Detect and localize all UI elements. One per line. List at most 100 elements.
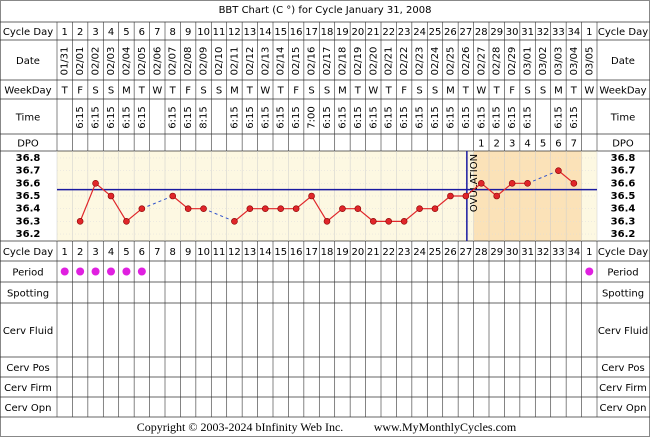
cycle-day: 30: [506, 247, 519, 258]
temp-point: [385, 218, 393, 225]
cycle-day: 10: [197, 27, 210, 38]
y-tick-label: 36.5: [611, 191, 636, 202]
cycle-day: 1: [586, 247, 592, 258]
row-label: Cycle Day: [3, 247, 53, 258]
weekday: T: [246, 86, 254, 97]
row-label: Cerv Fluid: [3, 326, 53, 337]
cycle-day: 8: [170, 27, 176, 38]
cycle-day: 29: [490, 27, 503, 38]
dpo: 7: [571, 139, 577, 150]
weekday: M: [446, 86, 455, 97]
period-dot: [137, 267, 146, 276]
temp-point: [76, 218, 84, 225]
cycle-day: 34: [567, 247, 580, 258]
copyright: Copyright © 2003-2024 bInfinity Web Inc.: [137, 420, 344, 434]
date: 02/02: [91, 47, 102, 76]
row-label: Cycle Day: [3, 27, 53, 38]
cycle-day: 15: [274, 247, 287, 258]
date: 03/03: [553, 47, 564, 76]
temp-point: [462, 192, 470, 200]
row-label: Cerv Firm: [4, 383, 52, 394]
date: 02/16: [307, 47, 318, 76]
cycle-day: 1: [586, 27, 592, 38]
weekday: T: [385, 86, 393, 97]
cycle-day: 27: [459, 247, 472, 258]
temp-point: [508, 180, 516, 187]
weekday: T: [462, 86, 470, 97]
cycle-day: 18: [321, 247, 334, 258]
weekday: T: [61, 86, 69, 97]
row-label: Cerv Pos: [601, 363, 644, 374]
cycle-day: 7: [154, 247, 160, 258]
period-dot: [122, 267, 131, 276]
weekday: T: [277, 86, 285, 97]
time: 6:15: [476, 106, 487, 128]
cycle-day: 7: [154, 27, 160, 38]
cycle-day: 29: [490, 247, 503, 258]
time: 6:15: [445, 106, 456, 128]
cycle-day: 20: [351, 27, 364, 38]
weekday: T: [493, 86, 501, 97]
cycle-day: 26: [444, 27, 457, 38]
row-label: Cerv Opn: [5, 403, 52, 414]
row-label: DPO: [17, 139, 39, 150]
cycle-day: 6: [139, 247, 145, 258]
cycle-day: 8: [170, 247, 176, 258]
time: 6:15: [168, 106, 179, 128]
date: 02/10: [214, 47, 225, 76]
temp-point: [138, 205, 146, 212]
weekday: W: [260, 86, 270, 97]
chart-title: BBT Chart (C °) for Cycle January 31, 20…: [219, 5, 432, 16]
cycle-day: 1: [62, 247, 68, 258]
cycle-day: 18: [321, 27, 334, 38]
temp-point: [416, 205, 423, 212]
temp-point: [524, 180, 531, 187]
dpo: 5: [540, 139, 546, 150]
row-label: Cycle Day: [598, 27, 648, 38]
weekday: T: [138, 86, 146, 97]
cycle-day: 12: [228, 247, 241, 258]
date: 02/11: [229, 47, 240, 76]
temp-point: [400, 218, 408, 225]
y-tick-label: 36.8: [16, 153, 41, 164]
row-label: Cerv Fluid: [598, 326, 648, 337]
cycle-day: 27: [459, 27, 472, 38]
cycle-day: 15: [274, 27, 287, 38]
cycle-day: 10: [197, 247, 210, 258]
time: 6:15: [183, 106, 194, 128]
weekday: W: [368, 86, 378, 97]
date: 02/19: [353, 47, 364, 76]
time: 6:15: [430, 106, 441, 128]
cycle-day: 4: [108, 27, 114, 38]
ovulation-label: OVULATION: [469, 154, 480, 212]
dpo: 1: [478, 139, 484, 150]
cycle-day: 32: [537, 27, 550, 38]
time: 6:15: [91, 106, 102, 128]
date: 02/20: [368, 47, 379, 76]
cycle-day: 34: [567, 27, 580, 38]
time: 6:15: [260, 106, 271, 128]
temp-point: [431, 205, 439, 212]
dpo: 4: [524, 139, 530, 150]
cycle-day: 25: [429, 27, 442, 38]
cycle-day: 23: [398, 27, 411, 38]
date: 02/08: [183, 47, 194, 76]
temp-point: [184, 205, 192, 212]
date: 02/04: [121, 47, 132, 76]
time: 6:15: [384, 106, 395, 128]
y-tick-label: 36.6: [611, 178, 636, 189]
cycle-day: 11: [213, 247, 226, 258]
row-label: Cerv Firm: [599, 383, 647, 394]
y-tick-label: 36.4: [16, 204, 41, 215]
weekday: S: [216, 86, 222, 97]
weekday: T: [169, 86, 177, 97]
temp-point: [323, 218, 331, 225]
cycle-day: 21: [367, 27, 380, 38]
weekday: F: [509, 86, 515, 97]
cycle-day: 14: [259, 27, 272, 38]
y-tick-label: 36.7: [16, 166, 41, 177]
cycle-day: 28: [475, 27, 488, 38]
cycle-day: 16: [290, 27, 303, 38]
cycle-day: 6: [139, 27, 145, 38]
